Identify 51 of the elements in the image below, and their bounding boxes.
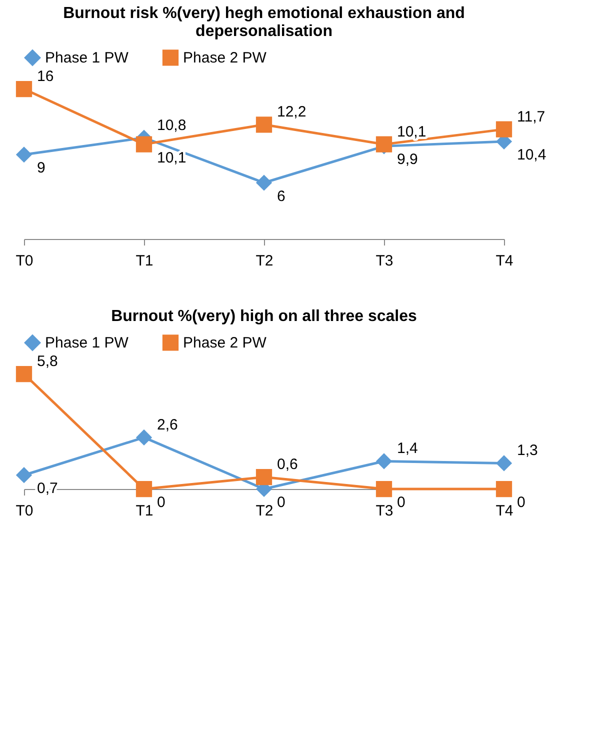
point <box>256 174 272 191</box>
data-label: 1,3 <box>517 442 538 460</box>
point <box>16 366 32 382</box>
x-tick-label: T0 <box>16 502 34 520</box>
data-label: 10,1 <box>157 149 186 166</box>
data-label: 0 <box>517 494 526 511</box>
chart-title: Burnout risk %(very) hegh emotional exhaustion and depersonalisation <box>63 5 465 40</box>
data-label: 0,6 <box>277 456 298 474</box>
point <box>136 136 152 152</box>
chart-title: Burnout %(very) high on all three scales <box>111 308 418 325</box>
data-label: 0 <box>277 494 286 511</box>
data-label: 9 <box>37 160 46 177</box>
x-tick-label: T4 <box>496 252 514 270</box>
data-label: 0 <box>397 494 406 511</box>
data-label: 0 <box>157 494 166 511</box>
legend-label: Phase 1 PW <box>45 334 130 352</box>
x-tick-label: T4 <box>496 502 514 520</box>
data-label: 16 <box>37 68 54 85</box>
x-tick-label: T0 <box>16 252 34 270</box>
data-label: 12,2 <box>277 104 306 121</box>
point <box>256 116 272 133</box>
point <box>496 480 512 498</box>
data-label: 10,8 <box>157 116 186 134</box>
x-tick-label: T2 <box>256 252 274 270</box>
legend-label: Phase 1 PW <box>45 50 130 67</box>
point <box>376 453 392 470</box>
data-label: 10,1 <box>397 123 426 140</box>
data-label: 6 <box>277 188 286 205</box>
point <box>376 480 392 498</box>
x-tick-label: T1 <box>136 502 154 520</box>
point <box>16 80 32 98</box>
data-label: 11,7 <box>517 108 546 126</box>
data-label: 2,6 <box>157 416 178 434</box>
data-label: 5,8 <box>37 353 58 370</box>
x-tick-label: T1 <box>136 252 154 270</box>
point <box>496 455 512 472</box>
point <box>136 480 152 498</box>
point <box>16 146 32 163</box>
x-tick-label: T2 <box>256 502 274 520</box>
point <box>496 121 512 138</box>
data-label: 10,4 <box>517 146 546 164</box>
legend-label: Phase 2 PW <box>183 50 268 67</box>
x-tick-label: T3 <box>376 502 394 520</box>
point <box>256 469 272 486</box>
point <box>16 467 32 484</box>
x-tick-label: T3 <box>376 252 394 270</box>
data-label: 0,7 <box>37 480 58 498</box>
data-label: 9,9 <box>397 151 418 168</box>
point <box>136 429 152 446</box>
data-label: 1,4 <box>397 440 418 458</box>
legend-label: Phase 2 PW <box>183 334 268 352</box>
